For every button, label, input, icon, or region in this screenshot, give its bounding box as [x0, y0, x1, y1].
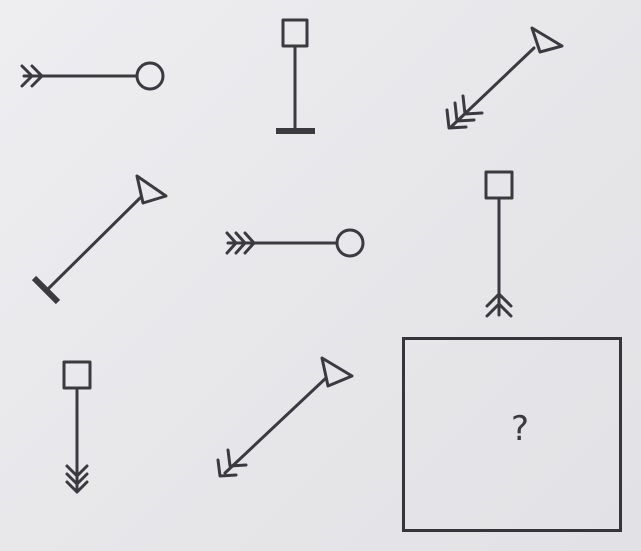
chevron-mark [20, 64, 34, 88]
circle-shape [135, 61, 165, 91]
triangle-shape [530, 26, 564, 54]
chevron-mark [485, 292, 513, 308]
chevron-mark [485, 302, 513, 318]
question-mark: ? [510, 408, 530, 449]
chevron-mark [461, 94, 484, 116]
figure-triangle-double-chevron-diagonal [216, 356, 354, 478]
figure-circle-triple-chevron-horizontal [225, 228, 365, 258]
chevron-mark [30, 64, 44, 88]
answer-box[interactable]: ? [402, 337, 622, 532]
figure-triangle-triple-chevron-diagonal [445, 26, 564, 130]
circle-shape [335, 228, 365, 258]
chevron-mark [65, 464, 89, 478]
square-shape [62, 360, 92, 390]
chevron-mark [65, 480, 89, 494]
figure-circle-double-chevron-horizontal [20, 61, 165, 91]
shaft-line [223, 376, 328, 475]
figure-square-bar-vertical [276, 18, 315, 134]
figure-square-triple-chevron-vertical [62, 360, 92, 494]
chevron-mark [226, 448, 248, 468]
bar-mark [31, 275, 61, 305]
chevron-mark [445, 108, 468, 130]
figure-triangle-bar-diagonal [31, 174, 168, 305]
chevron-mark [225, 231, 238, 255]
triangle-shape [135, 174, 168, 205]
chevron-mark [234, 231, 247, 255]
shaft-line [45, 196, 142, 292]
figure-square-double-chevron-vertical [484, 170, 514, 318]
chevron-mark [243, 231, 256, 255]
square-shape [484, 170, 514, 200]
triangle-shape [320, 356, 354, 388]
chevron-mark [216, 458, 238, 478]
chevron-mark [65, 472, 89, 486]
square-shape [281, 18, 309, 48]
chevron-mark [453, 101, 476, 123]
